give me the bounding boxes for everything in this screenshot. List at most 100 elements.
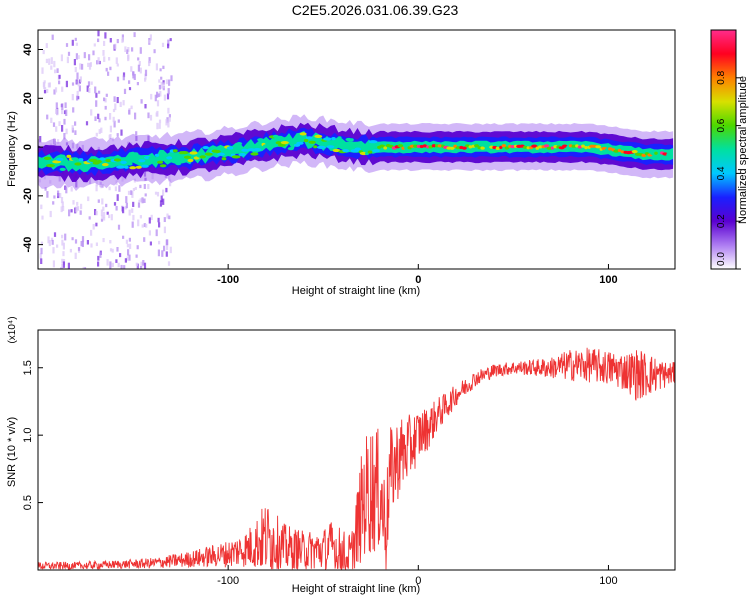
spectrogram-frame: [37, 29, 676, 270]
spectrogram-noise-mark: [62, 261, 65, 268]
spectrogram-noise-mark: [77, 55, 80, 59]
spectrogram-noise-mark: [116, 97, 119, 104]
spectrogram-noise-mark: [135, 254, 138, 258]
spectrogram-noise-mark: [61, 109, 64, 115]
spectrogram-blob: [247, 148, 256, 152]
snr-frame: [37, 329, 676, 571]
spectrogram-noise-mark: [155, 229, 158, 237]
spectrogram-noise-mark: [108, 214, 111, 219]
colorbar-tick-label: 0.4: [716, 166, 727, 180]
spectrogram-noise-mark: [105, 93, 108, 97]
spectrogram-noise-mark: [89, 62, 92, 67]
spectrogram-noise-mark: [76, 90, 79, 97]
spectrogram-blob: [323, 137, 332, 141]
spectrogram-noise-mark: [166, 245, 169, 250]
spectrogram-noise-mark: [99, 252, 102, 258]
spectrogram-noise-mark: [117, 262, 120, 268]
spectrogram-blob: [113, 158, 122, 162]
spectrogram-noise-mark: [118, 185, 121, 192]
spectrogram-noise-mark: [150, 93, 153, 100]
colorbar-ticks: 0.0 0.2 0.4 0.6 0.8: [716, 70, 741, 270]
spectrogram-noise-mark: [98, 118, 101, 123]
spectrogram-noise-mark: [46, 89, 49, 93]
spectrogram-blob: [141, 164, 149, 168]
spectrogram-noise-mark: [64, 102, 67, 109]
spectrogram-noise-mark: [76, 72, 79, 80]
spectrogram-noise-mark: [86, 85, 89, 92]
spectrogram-noise-mark: [45, 43, 48, 49]
spectrogram-blob: [183, 155, 192, 159]
spectrogram-y-axis: -40 -20 0 20 40: [22, 43, 43, 253]
spectrogram-noise-mark: [112, 108, 116, 113]
spectrogram-noise-mark: [156, 100, 160, 107]
spectrogram-noise-mark: [65, 109, 68, 117]
spectrogram-noise-mark: [71, 125, 74, 131]
spectrogram-blob: [474, 144, 479, 148]
spectrogram-blob: [313, 145, 318, 149]
spectrogram-blob: [166, 156, 173, 160]
colorbar-label: Normalized spectral amplitude: [737, 76, 749, 224]
spectrogram-noise-mark: [94, 116, 97, 122]
spectrogram-noise-mark: [137, 64, 140, 72]
spectrogram-blob: [566, 145, 570, 150]
spectrogram-noise-mark: [60, 54, 63, 62]
spectrogram-blob: [416, 144, 421, 148]
spectrogram-noise-mark: [85, 121, 89, 126]
spectrogram-noise-mark: [62, 206, 65, 211]
spectrogram-noise-mark: [77, 206, 80, 211]
spectrogram-noise-mark: [57, 139, 60, 145]
spectrogram-noise-mark: [61, 263, 64, 269]
spectrogram-blob: [236, 142, 243, 146]
spectrogram-blob: [63, 159, 69, 163]
spectrogram-blob: [241, 148, 250, 152]
spectrogram-noise-mark: [160, 81, 163, 89]
spectrogram-noise-mark: [143, 223, 146, 228]
spectrogram-blob: [483, 144, 489, 148]
spectrogram-noise-mark: [101, 198, 104, 205]
spectrogram-blob: [526, 146, 530, 150]
spectrogram-noise-mark: [131, 208, 134, 213]
spectrogram-noise-mark: [61, 201, 64, 208]
spectrogram-noise-mark: [132, 188, 135, 192]
spectrogram-y-tick-label: 40: [22, 43, 34, 55]
colorbar-gradient: [711, 30, 736, 269]
spectrogram-blob: [435, 144, 439, 148]
spectrogram-noise-mark: [79, 76, 82, 83]
spectrogram-noise-mark: [116, 247, 119, 252]
spectrogram-noise-mark: [97, 30, 100, 37]
spectrogram-noise-mark: [95, 210, 98, 216]
spectrogram-noise-mark: [113, 202, 117, 206]
spectrogram-noise-mark: [62, 242, 65, 250]
spectrogram-blob: [650, 151, 656, 156]
spectrogram-noise-mark: [109, 38, 112, 43]
snr-y-scale-label: (x10⁴): [7, 316, 18, 343]
spectrogram-noise-mark: [120, 264, 123, 269]
spectrogram-noise-mark: [65, 128, 68, 135]
spectrogram-noise-mark: [96, 60, 99, 65]
spectrogram-blob: [449, 146, 455, 150]
spectrogram-noise-mark: [116, 63, 119, 67]
spectrogram-blob: [46, 164, 55, 168]
spectrogram-noise-mark: [67, 262, 70, 269]
spectrogram-noise-mark: [81, 240, 84, 248]
spectrogram-noise-mark: [130, 190, 133, 195]
spectrogram-panel: -100 0 100 -40 -20 0 20 40 Height of straight …: [6, 29, 676, 297]
spectrogram-noise-mark: [162, 82, 165, 89]
spectrogram-noise-mark: [103, 97, 106, 102]
colorbar-tick-label: 0.8: [716, 70, 727, 84]
spectrogram-noise-mark: [159, 68, 162, 72]
spectrogram-noise-mark: [88, 88, 91, 94]
spectrogram-blob: [280, 141, 289, 145]
spectrogram-noise-mark: [166, 93, 170, 100]
spectrogram-noise-mark: [148, 39, 151, 44]
spectrogram-blob: [253, 148, 262, 152]
spectrogram-x-tick-label: 100: [599, 274, 617, 286]
spectrogram-noise-mark: [63, 133, 66, 140]
spectrogram-blob: [157, 160, 164, 164]
spectrogram-noise-mark: [157, 217, 160, 223]
spectrogram-noise-mark: [140, 261, 143, 267]
spectrogram-y-label: Frequency (Hz): [6, 111, 18, 187]
spectrogram-noise-mark: [132, 71, 135, 79]
spectrogram-noise-mark: [104, 32, 107, 39]
